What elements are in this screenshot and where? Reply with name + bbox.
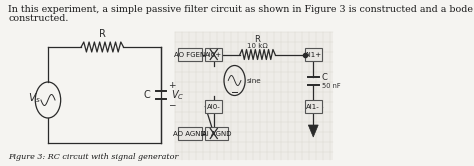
- Text: AI AGND: AI AGND: [202, 130, 231, 136]
- Text: $V_C$: $V_C$: [171, 88, 184, 102]
- FancyBboxPatch shape: [305, 100, 322, 113]
- Text: R: R: [99, 29, 106, 39]
- Text: +: +: [168, 81, 175, 89]
- FancyBboxPatch shape: [205, 48, 222, 61]
- Text: sine: sine: [246, 78, 261, 83]
- FancyBboxPatch shape: [305, 48, 322, 61]
- Text: 50 nF: 50 nF: [322, 83, 340, 88]
- FancyBboxPatch shape: [205, 127, 228, 140]
- FancyBboxPatch shape: [178, 48, 202, 61]
- Text: −: −: [168, 100, 175, 110]
- Text: AI1+: AI1+: [305, 51, 322, 57]
- Text: AI0-: AI0-: [207, 103, 221, 110]
- Text: 10 kΩ: 10 kΩ: [247, 43, 268, 49]
- Text: C: C: [143, 90, 150, 100]
- FancyBboxPatch shape: [178, 127, 202, 140]
- Text: C: C: [322, 73, 328, 82]
- Text: In this experiment, a simple passive filter circuit as shown in Figure 3 is cons: In this experiment, a simple passive fil…: [9, 5, 474, 14]
- Text: R: R: [255, 35, 260, 44]
- Polygon shape: [175, 32, 333, 160]
- Text: $V_s$: $V_s$: [28, 91, 41, 105]
- Text: Figure 3: RC circuit with signal generator: Figure 3: RC circuit with signal generat…: [9, 153, 179, 161]
- Text: AO FGEN: AO FGEN: [174, 51, 205, 57]
- Text: AI0+: AI0+: [205, 51, 222, 57]
- Text: AO AGND: AO AGND: [173, 130, 206, 136]
- FancyBboxPatch shape: [205, 100, 222, 113]
- Polygon shape: [308, 125, 318, 137]
- Text: AI1-: AI1-: [306, 103, 320, 110]
- Text: constructed.: constructed.: [9, 14, 69, 23]
